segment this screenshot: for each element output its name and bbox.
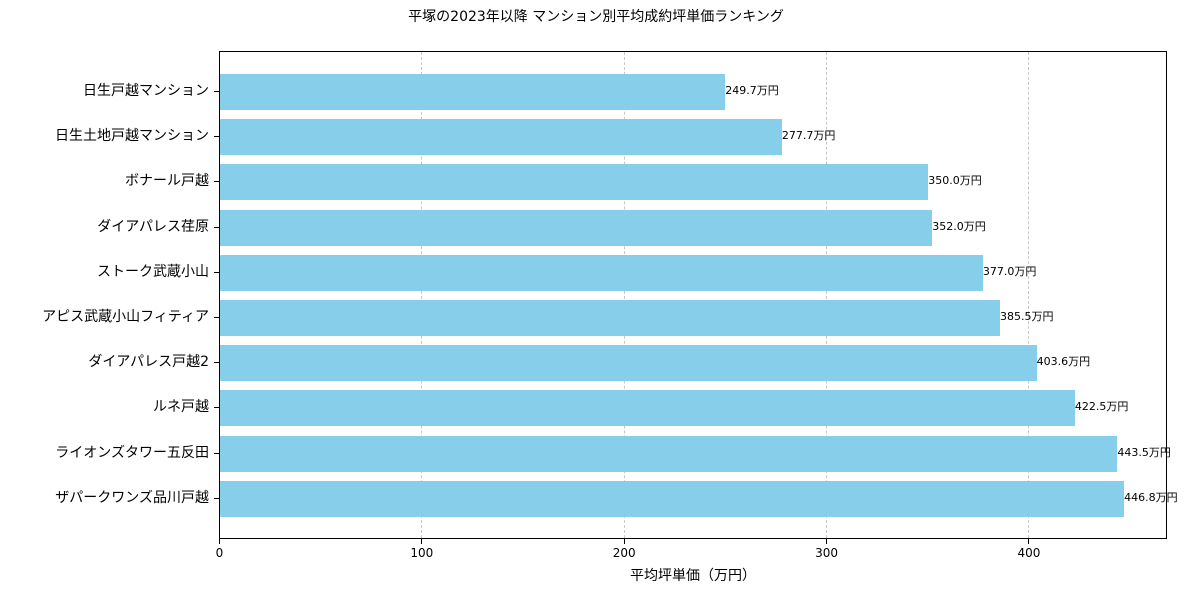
y-tick: [214, 452, 219, 454]
x-gridline: [1028, 52, 1030, 538]
bar-value-label: 443.5万円: [1117, 445, 1171, 459]
y-tick-label: ダイアパレス荏原: [97, 218, 209, 235]
y-tick: [214, 271, 219, 273]
y-tick-label: ルネ戸越: [153, 399, 209, 416]
x-gridline: [623, 52, 625, 538]
x-axis-label: 平均坪単価（万円）: [630, 568, 756, 584]
bar-value-label: 385.5万円: [1000, 310, 1054, 323]
bar-value-label: 277.7万円: [781, 129, 836, 143]
x-tick-label: 300: [815, 546, 838, 560]
bar: [220, 164, 929, 201]
bar: [220, 254, 983, 291]
y-tick: [214, 181, 219, 183]
y-tick: [214, 362, 219, 364]
y-tick-label: アピス武蔵小山フィティア: [42, 309, 209, 325]
x-gridline: [421, 52, 423, 538]
bar-value-label: 350.0万円: [928, 174, 982, 188]
bar: [220, 209, 933, 246]
y-tick: [214, 317, 219, 318]
y-tick-label: ザパークワンズ品川戸越: [55, 489, 209, 506]
bar: [220, 480, 1125, 517]
x-tick-label: 400: [1017, 546, 1041, 560]
x-tick: [219, 539, 220, 544]
plot-area: [219, 51, 1167, 539]
bar-value-label: 377.0万円: [982, 264, 1037, 278]
y-tick-label: ストーク武蔵小山: [97, 263, 209, 280]
y-tick-label: ライオンズタワー五反田: [55, 444, 209, 461]
x-tick: [826, 539, 828, 544]
x-tick-label: 200: [612, 546, 636, 560]
y-tick-label: 日生土地戸越マンション: [55, 128, 209, 145]
y-tick-label: ダイアパレス戸越2: [88, 354, 209, 371]
bar: [220, 300, 1001, 336]
y-tick: [214, 226, 219, 228]
y-tick-label: ボナール戸越: [125, 173, 209, 190]
y-tick: [214, 136, 219, 138]
x-tick-label: 100: [410, 546, 434, 560]
bar: [220, 390, 1075, 427]
y-tick: [214, 407, 219, 409]
bar-value-label: 422.5万円: [1074, 400, 1129, 414]
x-tick-label: 0: [215, 546, 224, 560]
y-tick: [214, 91, 219, 92]
bar: [220, 74, 726, 110]
bar-value-label: 249.7万円: [725, 84, 779, 97]
x-tick: [421, 539, 423, 544]
chart-title: 平塚の2023年以降 マンション別平均成約坪単価ランキング: [408, 9, 784, 25]
x-tick: [623, 539, 625, 544]
y-tick: [214, 497, 219, 499]
x-tick: [1028, 539, 1030, 544]
bar: [220, 119, 782, 156]
bar-value-label: 403.6万円: [1036, 355, 1091, 369]
bar-value-label: 446.8万円: [1124, 490, 1178, 504]
y-tick-label: 日生戸越マンション: [83, 83, 209, 99]
bar: [220, 345, 1037, 382]
x-gridline: [826, 52, 828, 538]
bar: [220, 435, 1118, 472]
bar-value-label: 352.0万円: [932, 219, 986, 233]
